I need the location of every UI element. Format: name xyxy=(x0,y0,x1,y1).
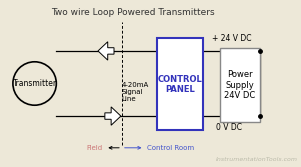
Text: InstrumentationTools.com: InstrumentationTools.com xyxy=(216,157,298,162)
FancyBboxPatch shape xyxy=(220,48,260,122)
Text: Transmitter: Transmitter xyxy=(13,79,57,88)
Text: 4-20mA
Signal
Line: 4-20mA Signal Line xyxy=(122,82,149,102)
Polygon shape xyxy=(105,107,121,125)
Text: 0 V DC: 0 V DC xyxy=(216,123,242,132)
Text: CONTROL
PANEL: CONTROL PANEL xyxy=(157,75,202,94)
Text: Power
Supply
24V DC: Power Supply 24V DC xyxy=(225,70,256,100)
Text: Field: Field xyxy=(86,145,102,151)
FancyBboxPatch shape xyxy=(157,38,203,130)
Text: + 24 V DC: + 24 V DC xyxy=(212,34,252,43)
Text: Control Room: Control Room xyxy=(147,145,195,151)
Text: Two wire Loop Powered Transmitters: Two wire Loop Powered Transmitters xyxy=(51,8,214,17)
Polygon shape xyxy=(98,42,114,60)
